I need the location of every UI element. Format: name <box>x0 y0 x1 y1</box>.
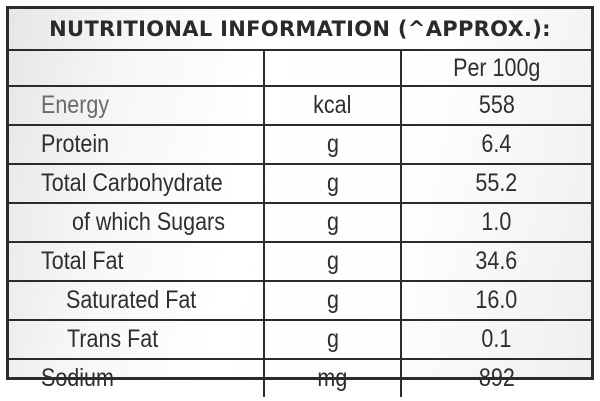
nutrient-value: 6.4 <box>401 125 591 165</box>
table-row-total-carbohydrate: Total Carbohydrate g 55.2 <box>9 164 591 204</box>
nutrient-name: Sodium <box>9 359 265 397</box>
nutrient-value: 16.0 <box>401 281 591 321</box>
table-row-trans-fat: Trans Fat g 0.1 <box>9 320 591 360</box>
label-title: NUTRITIONAL INFORMATION (^APPROX.): <box>9 9 591 51</box>
nutrient-unit: g <box>264 164 402 204</box>
nutrient-unit: g <box>264 242 402 282</box>
table-row-sugars: of which Sugars g 1.0 <box>9 203 591 243</box>
nutrient-name: of which Sugars <box>9 203 265 243</box>
nutrient-name: Total Carbohydrate <box>9 164 265 204</box>
table-row-saturated-fat: Saturated Fat g 16.0 <box>9 281 591 321</box>
nutrient-name: Energy <box>9 86 265 126</box>
nutrient-unit: g <box>264 320 402 360</box>
nutrient-unit: g <box>264 281 402 321</box>
table-row-protein: Protein g 6.4 <box>9 125 591 165</box>
nutrient-value: 0.1 <box>401 320 591 360</box>
nutrient-unit: kcal <box>264 86 402 126</box>
header-unit-cell <box>264 51 402 87</box>
nutrient-value: 34.6 <box>401 242 591 282</box>
nutrient-name: Protein <box>9 125 265 165</box>
nutrient-name: Total Fat <box>9 242 265 282</box>
table-row-total-fat: Total Fat g 34.6 <box>9 242 591 282</box>
header-name-cell <box>9 51 265 87</box>
header-per-100g: Per 100g <box>401 51 591 87</box>
nutrition-label: NUTRITIONAL INFORMATION (^APPROX.): Per … <box>6 6 594 397</box>
nutrient-unit: mg <box>264 359 402 397</box>
nutrient-unit: g <box>264 125 402 165</box>
table-row-sodium: Sodium mg 892 <box>9 359 591 397</box>
nutrient-name: Saturated Fat <box>9 281 265 321</box>
nutrition-table: Per 100g Energy kcal 558 Protein g 6.4 T… <box>9 51 591 397</box>
nutrient-unit: g <box>264 203 402 243</box>
nutrient-name: Trans Fat <box>9 320 265 360</box>
table-header-row: Per 100g <box>9 51 591 87</box>
nutrient-value: 892 <box>478 364 515 392</box>
nutrient-value: 558 <box>401 86 591 126</box>
nutrient-value: 1.0 <box>401 203 591 243</box>
table-row-energy: Energy kcal 558 <box>9 86 591 126</box>
nutrient-value: 55.2 <box>401 164 591 204</box>
